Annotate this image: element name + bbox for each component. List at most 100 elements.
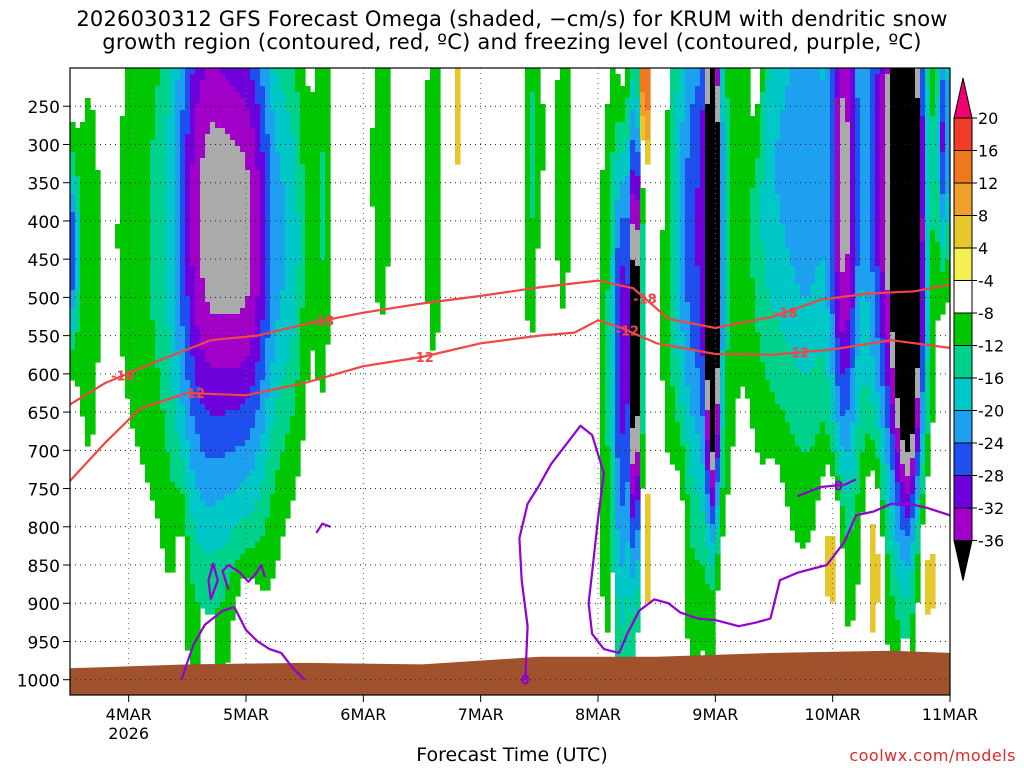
omega-cell bbox=[710, 590, 716, 681]
dendritic-contour-label: -12 bbox=[410, 351, 434, 366]
omega-cell bbox=[830, 422, 836, 453]
omega-cell bbox=[270, 362, 276, 429]
omega-cell bbox=[895, 398, 901, 429]
omega-cell bbox=[690, 104, 696, 351]
omega-cell bbox=[175, 434, 181, 489]
omega-cell bbox=[220, 368, 226, 417]
omega-cell bbox=[695, 266, 701, 369]
omega-cell bbox=[710, 506, 716, 525]
omega-cell bbox=[530, 218, 536, 333]
omega-cell bbox=[850, 368, 856, 423]
omega-cell bbox=[770, 392, 776, 459]
omega-cell bbox=[915, 524, 921, 555]
omega-cell bbox=[875, 458, 881, 489]
omega-cell bbox=[910, 434, 916, 459]
omega-cell bbox=[900, 560, 906, 597]
omega-cell bbox=[255, 68, 261, 105]
omega-cell bbox=[795, 284, 801, 369]
omega-cell bbox=[945, 260, 950, 303]
omega-cell bbox=[235, 68, 241, 93]
omega-cell bbox=[715, 530, 721, 555]
y-tick-label: 600 bbox=[28, 366, 60, 386]
plot-frame bbox=[69, 67, 951, 696]
omega-cell bbox=[635, 68, 641, 99]
omega-cell bbox=[205, 506, 211, 555]
omega-cell bbox=[230, 140, 236, 315]
omega-cell bbox=[940, 68, 946, 81]
omega-cell bbox=[890, 596, 896, 675]
omega-cell bbox=[285, 434, 291, 519]
omega-cell bbox=[70, 122, 76, 153]
omega-cell bbox=[70, 194, 76, 213]
y-tick-label: 750 bbox=[28, 481, 60, 501]
y-tick-label: 800 bbox=[28, 519, 60, 539]
omega-cell bbox=[270, 68, 276, 111]
omega-cell bbox=[275, 74, 281, 153]
y-tick-label: 450 bbox=[28, 251, 60, 271]
omega-cell bbox=[905, 596, 911, 639]
omega-cell bbox=[300, 164, 306, 309]
omega-cell bbox=[860, 386, 866, 453]
omega-cell bbox=[630, 68, 636, 81]
omega-cell bbox=[240, 362, 246, 405]
omega-cell bbox=[825, 68, 831, 309]
omega-cell bbox=[925, 434, 931, 477]
omega-cell bbox=[890, 68, 896, 333]
omega-cell bbox=[675, 422, 681, 471]
colorbar-label: -4 bbox=[978, 272, 994, 291]
omega-cell bbox=[80, 122, 86, 417]
omega-cell bbox=[715, 368, 721, 405]
omega-cell bbox=[200, 548, 206, 609]
colorbar-label: -16 bbox=[978, 369, 1004, 388]
omega-cell bbox=[260, 86, 266, 153]
omega-cell bbox=[615, 122, 621, 159]
omega-cell bbox=[295, 212, 301, 267]
omega-cell bbox=[885, 290, 891, 345]
ground-terrain bbox=[70, 650, 950, 695]
omega-cell bbox=[205, 410, 211, 459]
omega-cell bbox=[700, 464, 706, 513]
omega-cell bbox=[200, 350, 206, 405]
omega-cell bbox=[265, 458, 271, 519]
omega-cell bbox=[185, 440, 191, 489]
colorbar-segment bbox=[953, 215, 973, 249]
omega-cell bbox=[685, 302, 691, 387]
omega-cell bbox=[200, 158, 206, 279]
omega-cell bbox=[625, 284, 631, 405]
omega-cell bbox=[140, 68, 146, 465]
omega-cell bbox=[810, 368, 816, 447]
omega-cell bbox=[645, 140, 651, 165]
omega-cell bbox=[235, 368, 241, 411]
omega-cell bbox=[635, 152, 641, 177]
omega-cell bbox=[695, 368, 701, 435]
omega-cell bbox=[615, 248, 621, 459]
omega-cell bbox=[745, 68, 751, 399]
omega-cell bbox=[915, 68, 921, 99]
colorbar-label: -28 bbox=[978, 467, 1004, 486]
omega-cell bbox=[880, 386, 886, 429]
omega-cell bbox=[935, 98, 941, 183]
colorbar-segment bbox=[953, 475, 973, 509]
omega-cell bbox=[930, 230, 936, 423]
omega-cell bbox=[225, 542, 231, 585]
omega-cell bbox=[630, 578, 636, 615]
omega-cell bbox=[70, 152, 76, 177]
omega-cell bbox=[215, 416, 221, 459]
freezing-level-contour-label: 0 bbox=[834, 479, 843, 494]
omega-cell bbox=[620, 182, 626, 219]
omega-cell bbox=[630, 224, 636, 261]
omega-cell bbox=[250, 68, 256, 81]
omega-cell bbox=[920, 242, 926, 345]
omega-cell bbox=[690, 68, 696, 105]
omega-cell bbox=[805, 68, 811, 297]
omega-cell bbox=[565, 68, 571, 273]
omega-cell bbox=[900, 440, 906, 465]
omega-cell bbox=[605, 290, 611, 447]
omega-cell bbox=[155, 68, 161, 87]
omega-cell bbox=[840, 476, 846, 507]
colorbar-segment bbox=[953, 150, 973, 184]
omega-cell bbox=[835, 422, 841, 453]
omega-cell bbox=[630, 194, 636, 225]
omega-cell bbox=[805, 296, 811, 375]
omega-cell bbox=[195, 386, 201, 435]
